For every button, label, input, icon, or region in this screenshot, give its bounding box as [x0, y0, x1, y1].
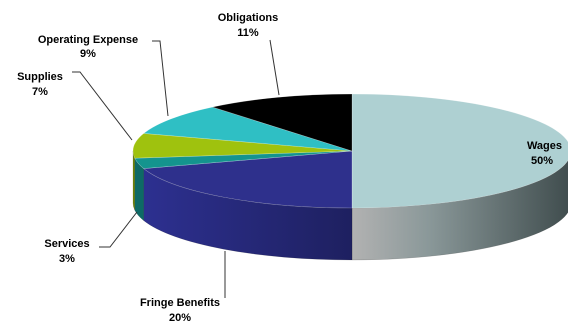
slice-label-services-value: 3% [59, 253, 75, 265]
slice-label-supplies-value: 7% [32, 86, 48, 98]
slice-label-operating-expense-name: Operating Expense [38, 34, 138, 46]
leader-line-services [99, 211, 138, 248]
leader-line-supplies [72, 71, 133, 141]
pie-slice-operating-expense [142, 106, 353, 152]
pie-tops [132, 93, 568, 209]
pie-slice-services [134, 150, 353, 169]
slice-label-fringe-benefits-value: 20% [169, 312, 191, 324]
pie-slice-obligations [211, 93, 353, 152]
slice-label-operating-expense-value: 9% [80, 48, 96, 60]
leader-line-obligations [269, 39, 280, 96]
pie-slice-wages [351, 93, 568, 209]
slice-label-wages-value: 50% [531, 155, 553, 167]
pie-sides [132, 150, 568, 261]
slice-label-obligations-value: 11% [237, 27, 259, 39]
slice-label-services-name: Services [44, 238, 89, 250]
slice-label-wages-name: Wages [527, 140, 562, 152]
slice-label-fringe-benefits-name: Fringe Benefits [140, 297, 220, 309]
pie-side-supplies [132, 150, 135, 211]
leader-line-operating-expense [152, 40, 169, 117]
leader-lines [72, 39, 280, 298]
slice-label-supplies-name: Supplies [17, 71, 63, 83]
pie-slice-fringe-benefits [142, 150, 353, 209]
pie-slice-supplies [132, 133, 353, 159]
slice-label-obligations-name: Obligations [218, 12, 279, 24]
